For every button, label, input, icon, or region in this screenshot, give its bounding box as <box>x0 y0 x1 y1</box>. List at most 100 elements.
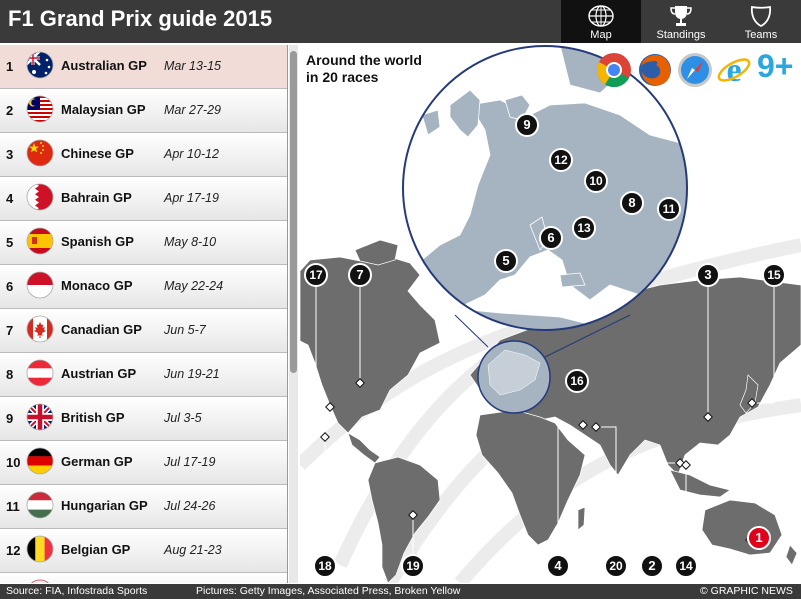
footer-source: Source: FIA, Infostrada Sports <box>6 585 148 597</box>
tab-teams[interactable]: Teams <box>721 0 801 43</box>
footer-pictures: Pictures: Getty Images, Associated Press… <box>196 585 461 597</box>
tab-map-label: Map <box>590 29 612 41</box>
race-name: British GP <box>61 410 125 425</box>
race-marker-13[interactable]: 13 <box>572 216 596 240</box>
race-name: Belgian GP <box>61 542 131 557</box>
china-flag-icon <box>26 139 54 167</box>
footer-bar: Source: FIA, Infostrada Sports Pictures:… <box>0 584 801 599</box>
race-number: 1 <box>6 59 14 74</box>
race-marker-1[interactable]: 1 <box>747 526 771 550</box>
trophy-icon <box>670 6 692 26</box>
race-marker-2[interactable]: 2 <box>640 554 664 578</box>
page-title: F1 Grand Prix guide 2015 <box>8 6 273 31</box>
race-number: 8 <box>6 367 14 382</box>
central-america-land <box>347 432 381 464</box>
race-marker-10[interactable]: 10 <box>584 169 608 193</box>
race-name: Chinese GP <box>61 146 134 161</box>
race-row-austrian[interactable]: 8 Austrian GP Jun 19-21 <box>0 353 287 397</box>
australia-flag-icon <box>26 51 54 79</box>
race-marker-7[interactable]: 7 <box>348 263 372 287</box>
race-number: 6 <box>6 279 14 294</box>
race-marker-6[interactable]: 6 <box>539 226 563 250</box>
race-marker-17[interactable]: 17 <box>304 263 328 287</box>
germany-flag-icon <box>26 447 54 475</box>
belgium-flag-icon <box>26 535 54 563</box>
ie-version-label: 9+ <box>757 48 794 84</box>
race-date: Mar 27-29 <box>164 103 221 117</box>
race-marker-4[interactable]: 4 <box>546 554 570 578</box>
bahrain-flag-icon <box>26 183 54 211</box>
madagascar-land <box>577 506 586 531</box>
race-date: Mar 13-15 <box>164 59 221 73</box>
race-marker-9[interactable]: 9 <box>515 113 539 137</box>
race-marker-19[interactable]: 19 <box>401 554 425 578</box>
tab-map[interactable]: Map <box>561 0 641 43</box>
greenland-land <box>354 239 399 266</box>
europe-inset-border <box>402 45 688 331</box>
tab-standings[interactable]: Standings <box>641 0 721 43</box>
race-marker-3[interactable]: 3 <box>696 263 720 287</box>
australia-land <box>701 499 783 556</box>
malaysia-flag-icon <box>26 95 54 123</box>
monaco-flag-icon <box>26 271 54 299</box>
map-heading-line2: in 20 races <box>306 69 379 85</box>
race-name: Austrian GP <box>61 366 137 381</box>
firefox-icon <box>639 54 671 86</box>
race-name: Monaco GP <box>61 278 133 293</box>
race-row-spanish[interactable]: 5 Spanish GP May 8-10 <box>0 221 287 265</box>
race-date: Jul 17-19 <box>164 455 216 469</box>
uk-flag-icon <box>26 403 54 431</box>
shield-icon <box>750 5 772 28</box>
race-row-hungarian[interactable]: 11 Hungarian GP Jul 24-26 <box>0 485 287 529</box>
race-date: Apr 10-12 <box>164 147 219 161</box>
footer-copyright: © GRAPHIC NEWS <box>700 585 793 597</box>
race-row-canadian[interactable]: 7 Canadian GP Jun 5-7 <box>0 309 287 353</box>
race-date: Aug 21-23 <box>164 543 222 557</box>
svg-text:e: e <box>726 52 741 88</box>
race-marker-5[interactable]: 5 <box>494 249 518 273</box>
chrome-icon <box>596 53 631 88</box>
race-marker-12[interactable]: 12 <box>549 148 573 172</box>
race-row-british[interactable]: 9 British GP Jul 3-5 <box>0 397 287 441</box>
scrollbar-thumb[interactable] <box>290 51 297 373</box>
race-row-chinese[interactable]: 3 Chinese GP Apr 10-12 <box>0 133 287 177</box>
europe-highlight-land <box>487 349 541 396</box>
race-number: 9 <box>6 411 14 426</box>
map-heading: Around the world in 20 races <box>306 52 456 86</box>
race-marker-14[interactable]: 14 <box>674 554 698 578</box>
race-name: Bahrain GP <box>61 190 132 205</box>
race-row-belgian[interactable]: 12 Belgian GP Aug 21-23 <box>0 529 287 573</box>
race-row-monaco[interactable]: 6 Monaco GP May 22-24 <box>0 265 287 309</box>
race-name: Canadian GP <box>61 322 142 337</box>
tab-standings-label: Standings <box>656 29 706 41</box>
race-marker-11[interactable]: 11 <box>657 197 681 221</box>
header-bar: F1 Grand Prix guide 2015 Map Standings T… <box>0 0 801 43</box>
race-number: 2 <box>6 103 14 118</box>
safari-icon <box>678 53 712 87</box>
globe-icon <box>588 5 614 27</box>
marker-leader-lines <box>315 287 775 565</box>
race-name: Hungarian GP <box>61 498 148 513</box>
race-date: May 22-24 <box>164 279 224 293</box>
canada-flag-icon <box>26 315 54 343</box>
race-marker-15[interactable]: 15 <box>762 263 786 287</box>
race-list-scrollbar[interactable] <box>289 45 298 583</box>
race-marker-18[interactable]: 18 <box>313 554 337 578</box>
ie-icon: e <box>717 52 751 88</box>
race-date: Jul 24-26 <box>164 499 216 513</box>
race-marker-20[interactable]: 20 <box>604 554 628 578</box>
race-row-german[interactable]: 10 German GP Jul 17-19 <box>0 441 287 485</box>
race-row-bahrain[interactable]: 4 Bahrain GP Apr 17-19 <box>0 177 287 221</box>
race-date: Jun 19-21 <box>164 367 220 381</box>
race-row-australian[interactable]: 1 Australian GP Mar 13-15 <box>0 45 287 89</box>
south-america-land <box>367 456 441 583</box>
race-marker-8[interactable]: 8 <box>620 191 644 215</box>
race-row-partial[interactable] <box>0 573 287 583</box>
inset-connector-line <box>454 314 489 348</box>
map-heading-line1: Around the world <box>306 52 422 68</box>
race-number: 4 <box>6 191 14 206</box>
race-name: Spanish GP <box>61 234 134 249</box>
race-marker-16[interactable]: 16 <box>565 369 589 393</box>
race-number: 11 <box>6 499 20 514</box>
race-row-malaysian[interactable]: 2 Malaysian GP Mar 27-29 <box>0 89 287 133</box>
